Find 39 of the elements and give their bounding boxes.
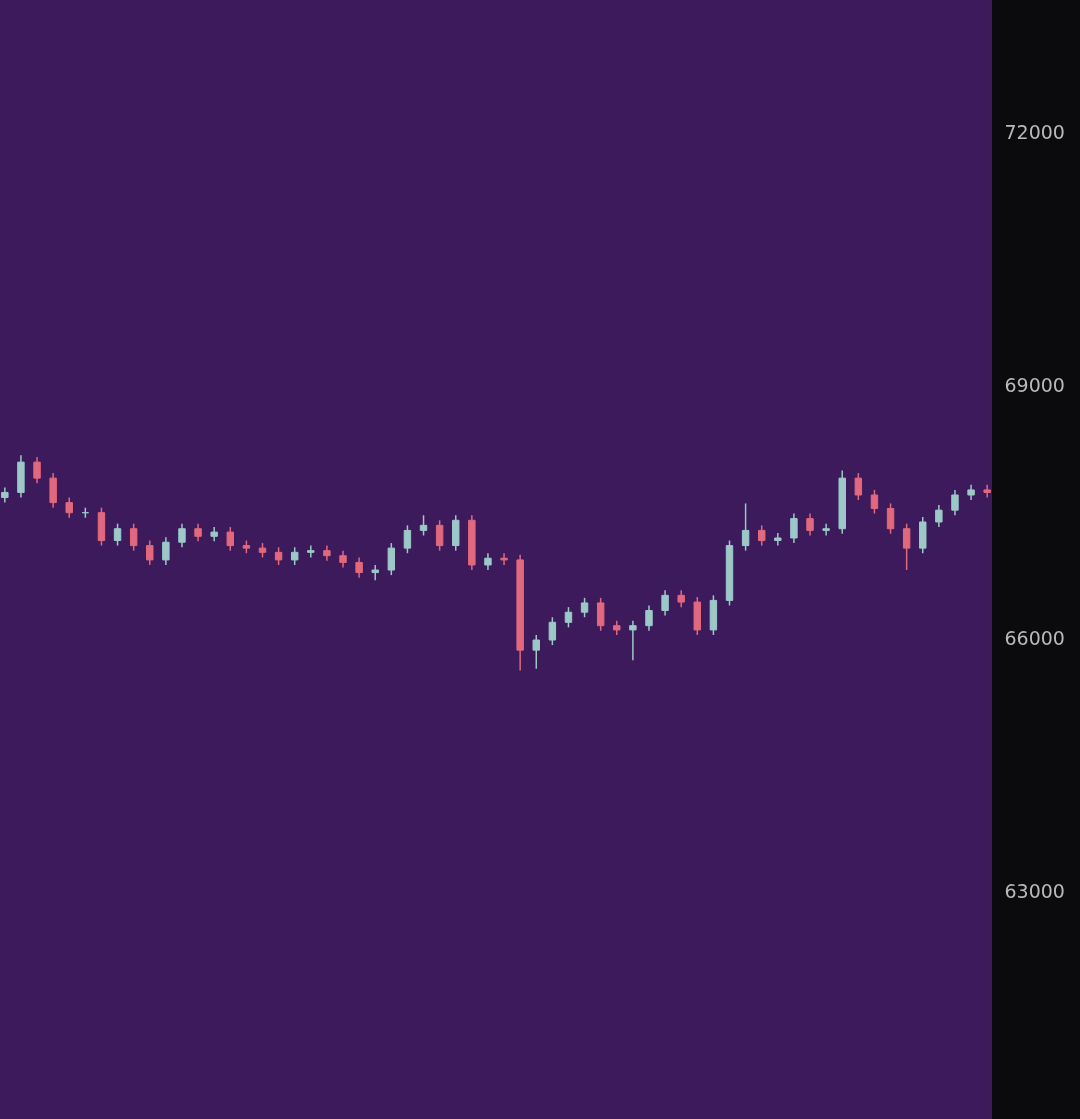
y-tick-label: 69000 <box>1004 373 1065 396</box>
candlestick <box>886 502 895 535</box>
candlestick <box>564 606 573 629</box>
candlestick <box>178 522 186 549</box>
candlestick <box>500 552 508 566</box>
candlestick <box>983 484 991 499</box>
candlestick <box>870 489 879 515</box>
candlestick <box>902 522 911 571</box>
candlestick <box>806 512 814 537</box>
y-tick-label: 72000 <box>1004 120 1065 143</box>
candlestick <box>371 564 379 581</box>
candlestick <box>645 604 653 632</box>
candlestick <box>435 519 444 552</box>
candlestick <box>661 589 669 617</box>
y-tick-label: 63000 <box>1004 879 1065 902</box>
candlestick <box>387 542 396 576</box>
candlestick <box>790 512 798 544</box>
candlestick <box>596 597 605 632</box>
y-tick-label: 66000 <box>1004 626 1065 649</box>
candlestick <box>935 504 943 528</box>
candlestick <box>226 526 235 552</box>
candlestick <box>757 524 766 547</box>
candlestick <box>741 502 750 552</box>
candlestick <box>33 456 41 484</box>
candlestick <box>129 522 138 552</box>
candlestick <box>548 616 557 646</box>
candlestick <box>162 536 170 566</box>
candlestick <box>951 489 959 516</box>
candlestick <box>629 619 637 662</box>
candlestick <box>355 556 363 579</box>
candlestick <box>854 472 863 501</box>
candlestick <box>580 597 589 619</box>
candlestick <box>65 496 73 519</box>
candlestick <box>774 532 782 547</box>
candlestick <box>113 522 122 547</box>
candlestick <box>419 514 428 537</box>
candlestick <box>403 524 412 554</box>
candlestick <box>532 634 540 670</box>
candlestick <box>146 539 154 566</box>
